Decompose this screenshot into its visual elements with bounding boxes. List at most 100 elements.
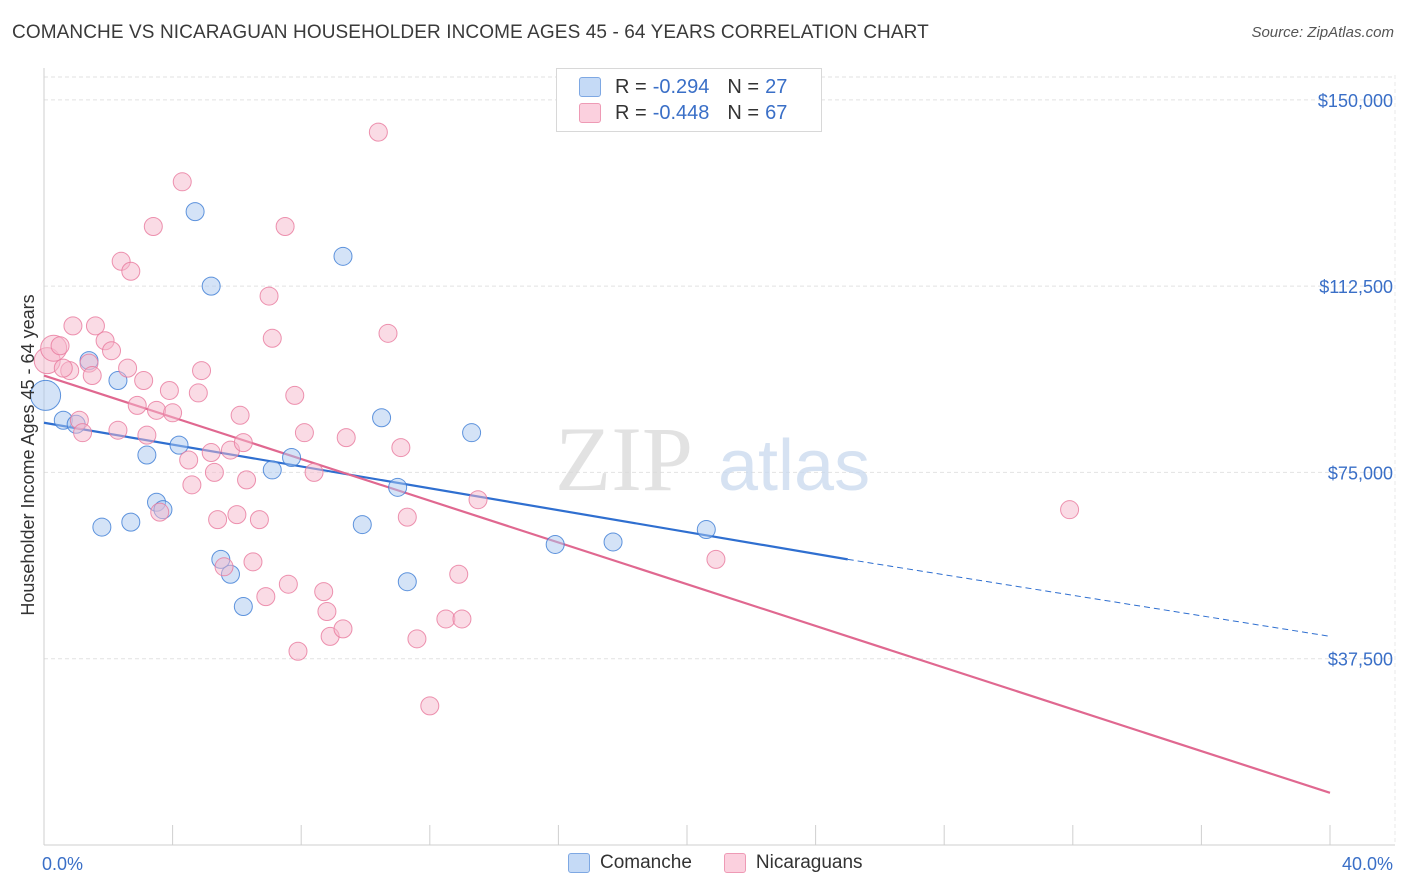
legend-r-label: R = — [615, 75, 647, 98]
legend-r-label: R = — [615, 101, 647, 124]
legend-n-value: 27 — [765, 75, 788, 98]
legend-swatch-nicaraguans — [579, 103, 601, 123]
data-point-nicaraguans — [118, 358, 138, 378]
data-point-nicaraguans — [397, 507, 417, 527]
data-point-nicaraguans — [468, 490, 488, 510]
legend-r-value: -0.448 — [652, 101, 710, 124]
y-tick-labels: $37,500 $75,000 $112,500 $150,000 — [1318, 91, 1393, 670]
data-point-nicaraguans — [314, 582, 334, 602]
source-label: Source: ZipAtlas.com — [1251, 24, 1394, 41]
data-point-comanche — [462, 423, 482, 443]
data-point-nicaraguans — [452, 609, 472, 629]
x-tick-labels: 0.0% 40.0% — [42, 854, 1393, 874]
legend-n-label: N = — [727, 75, 760, 98]
data-point-nicaraguans — [108, 420, 128, 440]
x-tick-label: 0.0% — [42, 854, 83, 874]
series-legend-comanche: Comanche — [568, 852, 692, 874]
data-point-nicaraguans — [102, 341, 122, 361]
data-point-comanche — [169, 435, 189, 455]
data-point-comanche — [388, 477, 408, 497]
data-point-nicaraguans — [407, 629, 427, 649]
stats-legend: R = -0.294 N = 27 R = -0.448 N = 67 — [556, 68, 822, 132]
data-point-nicaraguans — [53, 358, 73, 378]
x-tick-label: 40.0% — [1342, 854, 1393, 874]
data-point-comanche — [372, 408, 392, 428]
data-point-nicaraguans — [121, 261, 141, 281]
data-point-nicaraguans — [706, 549, 726, 569]
data-point-nicaraguans — [237, 470, 257, 490]
data-point-comanche — [233, 597, 253, 617]
data-point-nicaraguans — [436, 609, 456, 629]
legend-row-nicaraguans: R = -0.448 N = 67 — [579, 101, 787, 125]
data-point-nicaraguans — [294, 423, 314, 443]
data-point-nicaraguans — [336, 428, 356, 448]
data-points — [30, 122, 1080, 716]
data-point-nicaraguans — [192, 361, 212, 381]
watermark-atlas: atlas — [718, 426, 870, 506]
data-point-nicaraguans — [137, 425, 157, 445]
legend-row-comanche: R = -0.294 N = 27 — [579, 75, 787, 99]
data-point-comanche — [185, 202, 205, 222]
data-point-nicaraguans — [163, 403, 183, 423]
data-point-nicaraguans — [262, 328, 282, 348]
data-point-comanche — [282, 448, 302, 468]
data-point-nicaraguans — [179, 450, 199, 470]
data-point-nicaraguans — [249, 510, 269, 530]
data-point-nicaraguans — [304, 462, 324, 482]
data-point-nicaraguans — [147, 400, 167, 420]
data-point-comanche — [30, 379, 62, 411]
data-point-nicaraguans — [73, 423, 93, 443]
legend-r-value: -0.294 — [652, 75, 710, 98]
data-point-nicaraguans — [182, 475, 202, 495]
data-point-nicaraguans — [82, 366, 102, 386]
y-axis-label: Householder Income Ages 45 - 64 years — [18, 294, 38, 615]
series-legend-nicaraguans: Nicaraguans — [723, 852, 863, 874]
series-label-comanche: Comanche — [600, 852, 692, 873]
data-point-comanche — [92, 517, 112, 537]
data-point-nicaraguans — [134, 371, 154, 391]
data-point-comanche — [545, 534, 565, 554]
data-point-nicaraguans — [333, 619, 353, 639]
data-point-comanche — [603, 532, 623, 552]
legend-n-value: 67 — [765, 101, 788, 124]
data-point-comanche — [333, 246, 353, 266]
data-point-nicaraguans — [449, 564, 469, 584]
data-point-nicaraguans — [159, 380, 179, 400]
data-point-comanche — [262, 460, 282, 480]
data-point-nicaraguans — [275, 217, 295, 237]
legend-n-label: N = — [727, 101, 760, 124]
y-tick-label: $37,500 — [1328, 650, 1393, 670]
data-point-nicaraguans — [63, 316, 83, 336]
series-legend: Comanche Nicaraguans — [568, 852, 895, 874]
chart-title: COMANCHE VS NICARAGUAN HOUSEHOLDER INCOM… — [12, 22, 929, 43]
data-point-nicaraguans — [420, 696, 440, 716]
data-point-nicaraguans — [208, 510, 228, 530]
data-point-nicaraguans — [259, 286, 279, 306]
data-point-nicaraguans — [278, 574, 298, 594]
data-point-nicaraguans — [233, 433, 253, 453]
watermark-zip: ZIP — [555, 408, 693, 510]
data-point-nicaraguans — [85, 316, 105, 336]
data-point-nicaraguans — [288, 641, 308, 661]
series-swatch-nicaraguans — [723, 853, 746, 873]
data-point-nicaraguans — [204, 462, 224, 482]
legend-swatch-comanche — [579, 77, 601, 97]
data-point-nicaraguans — [143, 217, 163, 237]
y-tick-label: $150,000 — [1318, 91, 1393, 111]
data-point-comanche — [201, 276, 221, 296]
data-point-comanche — [352, 515, 372, 535]
data-point-nicaraguans — [127, 395, 147, 415]
series-swatch-comanche — [568, 853, 590, 873]
series-label-nicaraguans: Nicaraguans — [755, 852, 863, 873]
data-point-nicaraguans — [391, 438, 411, 458]
data-point-comanche — [137, 445, 157, 465]
data-point-nicaraguans — [227, 505, 247, 525]
trend-line-comanche-extension — [847, 558, 1331, 637]
data-point-nicaraguans — [50, 336, 70, 356]
data-point-nicaraguans — [243, 552, 263, 572]
y-tick-label: $75,000 — [1328, 463, 1393, 483]
data-point-nicaraguans — [230, 405, 250, 425]
y-tick-label: $112,500 — [1319, 277, 1393, 297]
trend-line-nicaraguans — [43, 374, 1331, 794]
